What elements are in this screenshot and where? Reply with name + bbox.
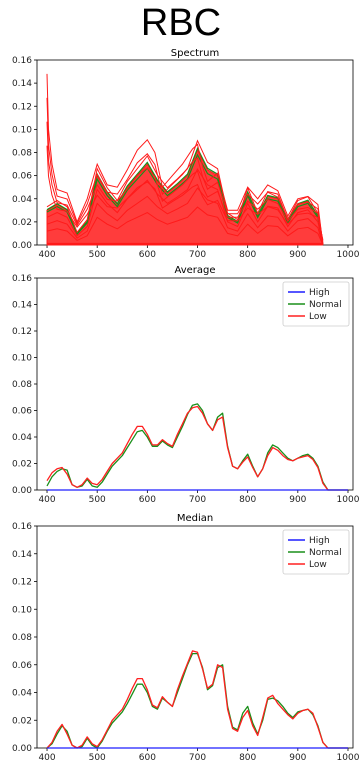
series-line-normal	[46, 403, 348, 491]
legend-box	[282, 281, 350, 327]
y-tick-label: 0.02	[12, 716, 32, 726]
x-tick-label: 500	[89, 495, 106, 502]
chart-title-1: Average	[174, 265, 215, 276]
spectrum-trace-low	[46, 139, 324, 246]
x-tick-label: 900	[289, 495, 306, 502]
y-tick-label: 0.08	[12, 633, 32, 643]
spectrum-chart: Spectrum 0.00 0.02 0.04 0.06 0.08 0.10 0.12 0.14…	[12, 48, 360, 260]
y-tick-label: 0.06	[12, 172, 32, 182]
y-tick-label: 0.14	[12, 301, 32, 311]
spectrum-trace-low	[46, 121, 324, 242]
median-chart: Median 0.00 0.02 0.04 0.06 0.08 0.10 0.12 0.14 0.…	[12, 513, 360, 762]
legend-label-normal: Normal	[309, 300, 342, 310]
y-tick-label: 0.00	[12, 241, 32, 251]
spectrum-trace-low	[46, 168, 324, 246]
legend-box	[282, 529, 350, 575]
x-tick-label: 400	[38, 250, 55, 260]
x-tick-label: 1000	[337, 250, 360, 260]
legend-label-high: High	[309, 288, 330, 298]
y-tick-label: 0.16	[12, 56, 32, 66]
y-tick-label: 0.02	[12, 218, 32, 228]
y-tick-label: 0.16	[12, 274, 32, 284]
legend-label-low: Low	[309, 312, 327, 322]
legend-label-low: Low	[309, 560, 327, 570]
y-tick-label: 0.16	[12, 522, 32, 532]
x-tick-label: 800	[239, 753, 256, 762]
x-tick-label: 600	[139, 753, 156, 762]
x-tick-label: 1000	[337, 495, 360, 502]
y-tick-label: 0.12	[12, 102, 32, 112]
series-line-low	[46, 650, 348, 749]
y-tick-label: 0.14	[12, 79, 32, 89]
y-tick-label: 0.10	[12, 125, 32, 135]
y-tick-label: 0.08	[12, 149, 32, 159]
x-tick-label: 800	[239, 250, 256, 260]
spectrum-trace-normal	[46, 146, 324, 246]
spectrum-trace-low	[46, 73, 324, 246]
spectrum-trace-low	[46, 206, 324, 246]
chart-title-0: Spectrum	[171, 48, 219, 59]
x-tick-label: 600	[139, 495, 156, 502]
y-tick-label: 0.10	[12, 354, 32, 364]
y-tick-label: 0.14	[12, 550, 32, 560]
y-tick-label: 0.00	[12, 744, 32, 754]
y-tick-label: 0.00	[12, 486, 32, 496]
x-tick-label: 500	[89, 250, 106, 260]
series-line-normal	[46, 652, 348, 749]
x-tick-label: 700	[189, 495, 206, 502]
x-tick-label: 800	[239, 495, 256, 502]
legend-label-high: High	[309, 536, 330, 546]
series-line-low	[46, 405, 348, 491]
spectrum-trace-low	[46, 187, 324, 246]
spectrum-trace-low	[46, 97, 324, 244]
chart-title-2: Median	[177, 513, 213, 524]
x-tick-label: 900	[289, 250, 306, 260]
average-chart: Average 0.00 0.02 0.04 0.06 0.08 0.10 0.12 0.14 0…	[12, 265, 360, 502]
y-tick-label: 0.12	[12, 327, 32, 337]
y-tick-label: 0.12	[12, 578, 32, 588]
x-tick-label: 500	[89, 753, 106, 762]
x-tick-label: 400	[38, 753, 55, 762]
legend-label-normal: Normal	[309, 548, 342, 558]
spectrum-trace-low	[46, 145, 324, 240]
x-tick-label: 400	[38, 495, 55, 502]
x-tick-label: 700	[189, 250, 206, 260]
y-tick-label: 0.04	[12, 689, 32, 699]
figure-title: RBC	[140, 2, 222, 44]
x-tick-label: 600	[139, 250, 156, 260]
x-tick-label: 900	[289, 753, 306, 762]
y-tick-label: 0.10	[12, 605, 32, 615]
y-tick-label: 0.02	[12, 460, 32, 470]
y-tick-label: 0.04	[12, 195, 32, 205]
x-tick-label: 700	[189, 753, 206, 762]
x-tick-label: 1000	[337, 753, 360, 762]
spectrum-band	[46, 148, 324, 246]
y-tick-label: 0.08	[12, 380, 32, 390]
y-tick-label: 0.06	[12, 661, 32, 671]
y-tick-label: 0.06	[12, 407, 32, 417]
y-tick-label: 0.04	[12, 433, 32, 443]
